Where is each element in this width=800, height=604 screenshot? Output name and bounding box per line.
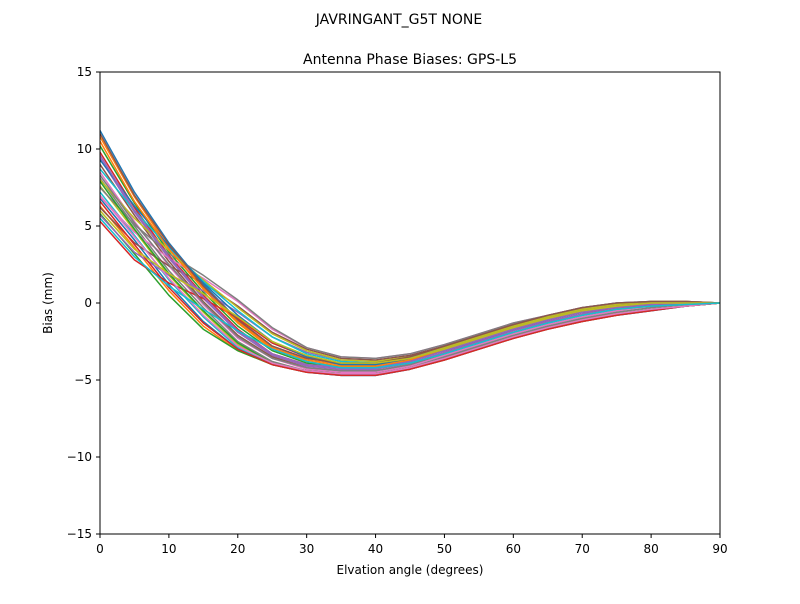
series-line-7 xyxy=(100,171,720,374)
series-line-22 xyxy=(100,140,720,367)
series-line-6 xyxy=(100,163,720,372)
y-tick-label: 10 xyxy=(77,142,92,156)
series-line-21 xyxy=(100,159,720,366)
y-tick-label: −5 xyxy=(74,373,92,387)
x-tick-label: 50 xyxy=(437,542,452,556)
x-tick-label: 10 xyxy=(161,542,176,556)
y-tick-label: −10 xyxy=(67,450,92,464)
series-line-27 xyxy=(100,194,720,375)
series-line-1 xyxy=(100,130,720,364)
x-tick-label: 40 xyxy=(368,542,383,556)
series-line-25 xyxy=(100,154,720,369)
series-line-14 xyxy=(100,220,720,366)
y-tick-label: 5 xyxy=(84,219,92,233)
series-lines xyxy=(100,130,720,377)
series-line-26 xyxy=(100,133,720,364)
x-tick-label: 70 xyxy=(575,542,590,556)
x-axis-label: Elvation angle (degrees) xyxy=(337,563,484,577)
y-axis-label: Bias (mm) xyxy=(41,272,55,334)
x-tick-label: 20 xyxy=(230,542,245,556)
x-tick-label: 60 xyxy=(506,542,521,556)
series-line-30 xyxy=(100,217,720,369)
x-tick-label: 80 xyxy=(643,542,658,556)
figure-suptitle: JAVRINGANT_G5T NONE xyxy=(315,12,483,28)
chart-title: Antenna Phase Biases: GPS-L5 xyxy=(303,52,517,68)
plot-frame xyxy=(99,71,721,535)
axis-ticks: 0 10 20 30 40 50 60 70 80 90 −15 −10 −5 0 5 10 15 xyxy=(67,65,728,556)
y-tick-label: 0 xyxy=(84,296,92,310)
series-line-3 xyxy=(100,145,720,367)
series-line-29 xyxy=(100,210,720,364)
y-tick-label: −15 xyxy=(67,527,92,541)
x-tick-label: 90 xyxy=(712,542,727,556)
series-line-20 xyxy=(100,168,720,364)
x-tick-label: 30 xyxy=(299,542,314,556)
y-tick-label: 15 xyxy=(77,65,92,79)
x-tick-label: 0 xyxy=(96,542,104,556)
series-line-2 xyxy=(100,136,720,366)
series-line-24 xyxy=(100,200,720,377)
series-line-5 xyxy=(100,157,720,370)
series-line-4 xyxy=(100,151,720,369)
